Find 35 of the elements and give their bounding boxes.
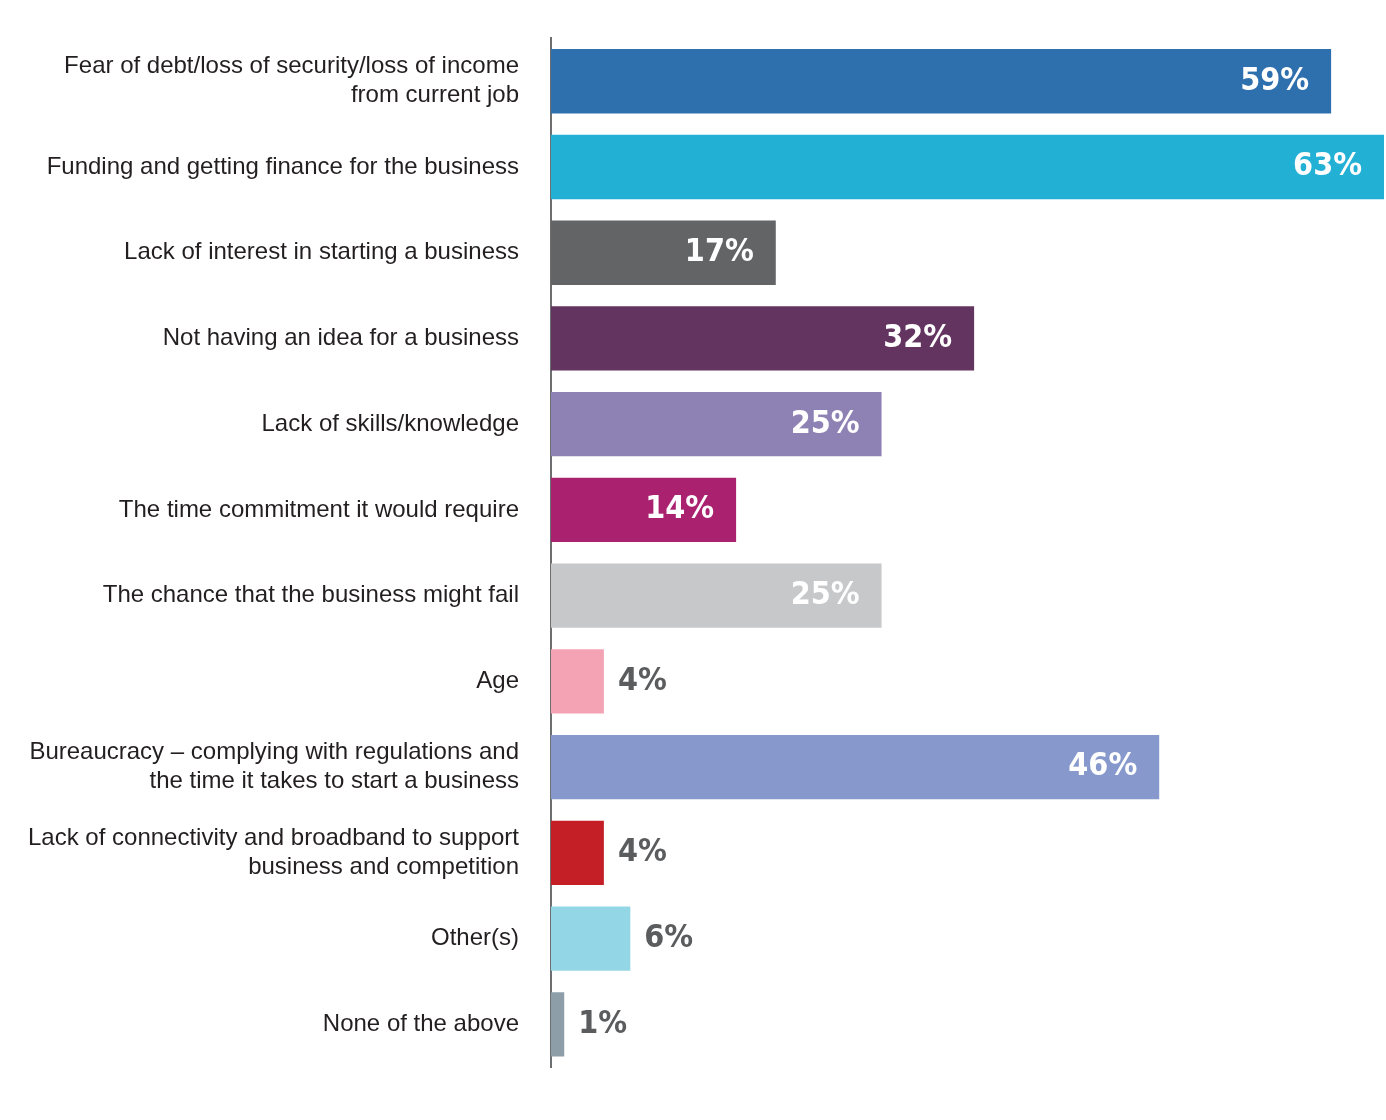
data-label: 25% xyxy=(790,573,860,612)
bar xyxy=(550,477,737,543)
bar xyxy=(550,49,1332,114)
data-label: 6% xyxy=(644,916,694,955)
y-tick-label: Not having an idea for a business xyxy=(162,323,519,351)
data-label: 59% xyxy=(1240,59,1310,98)
bar xyxy=(550,649,604,714)
bar xyxy=(550,992,565,1057)
y-tick-label: Other(s) xyxy=(430,923,519,951)
data-label: 32% xyxy=(883,316,953,355)
y-tick-label: Lack of connectivity and broadband to support business and competition xyxy=(27,823,520,879)
bar xyxy=(550,134,1384,200)
y-tick-label: Bureaucracy – complying with regulations and the time it takes to start a business xyxy=(29,737,519,794)
data-label: 46% xyxy=(1068,745,1138,784)
data-label: 17% xyxy=(684,231,754,270)
bar xyxy=(550,820,604,886)
data-label: 14% xyxy=(645,488,715,527)
data-label: 4% xyxy=(617,831,667,870)
y-tick-label: Age xyxy=(476,666,519,694)
data-label: 1% xyxy=(578,1002,628,1041)
data-label: 63% xyxy=(1293,145,1362,184)
y-tick-label: The chance that the business might fail xyxy=(102,580,519,608)
bar xyxy=(550,306,975,371)
y-tick-label: Lack of interest in starting a business xyxy=(124,237,519,265)
y-tick-label: None of the above xyxy=(322,1008,519,1036)
y-tick-label: Lack of skills/knowledge xyxy=(261,408,519,436)
bar xyxy=(550,734,1160,800)
y-tick-label: The time commitment it would require xyxy=(118,494,519,522)
bar xyxy=(550,563,882,628)
data-label: 25% xyxy=(790,402,860,441)
bar xyxy=(550,392,882,457)
data-label: 4% xyxy=(617,659,667,698)
y-tick-label: Fear of debt/loss of security/loss of income from current job xyxy=(64,51,519,108)
bar xyxy=(550,906,631,971)
y-tick-label: Funding and getting finance for the business xyxy=(46,151,519,179)
